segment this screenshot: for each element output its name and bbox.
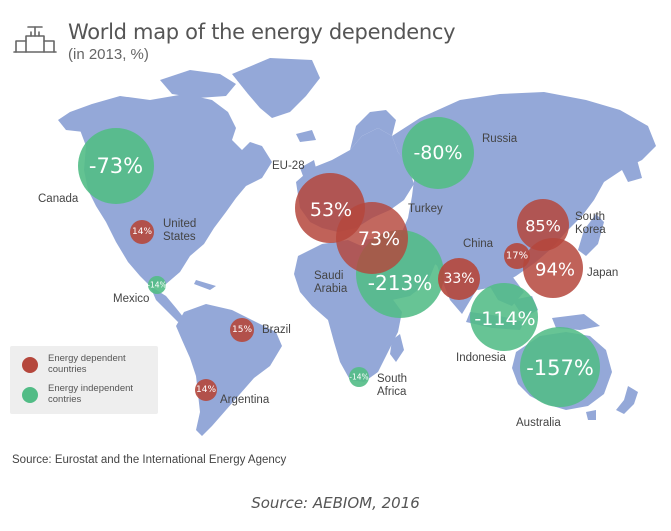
country-label-eu-28: EU-28 — [272, 160, 305, 172]
country-label-china: China — [463, 238, 494, 250]
country-label-arabia: Arabia — [314, 283, 348, 296]
source-note: Source: Eurostat and the International E… — [12, 454, 287, 466]
country-label-saudi-arabia: Saudi Arabia — [314, 270, 347, 296]
page-subtitle: (in 2013, %) — [68, 46, 149, 63]
landmass-iceland — [296, 130, 316, 142]
bubble-brazil[interactable] — [230, 318, 254, 342]
landmass-tasmania — [586, 410, 596, 420]
value-indonesia: -114% — [474, 308, 536, 330]
country-label-united: United — [163, 218, 197, 230]
bubble-south-korea[interactable] — [517, 199, 569, 251]
bubble-indonesia[interactable] — [470, 283, 538, 351]
header: World map of the energy dependency (in 2… — [0, 0, 671, 70]
value-south-korea: 85% — [525, 216, 561, 236]
country-label-korea: Korea — [575, 224, 606, 237]
country-label-africa: Africa — [377, 386, 407, 399]
landmass-new-zealand — [616, 386, 638, 414]
country-label-brazil: Brazil — [262, 324, 291, 336]
value-brazil: 15% — [231, 325, 253, 335]
country-label-united-states: United States — [163, 218, 196, 244]
landmass-scandinavia — [350, 110, 396, 150]
value-turkey: 73% — [357, 228, 401, 250]
landmass-new-guinea — [552, 314, 600, 330]
bubble-mexico[interactable] — [148, 276, 166, 294]
bubble-japan[interactable] — [523, 238, 583, 298]
legend-independent-label: Energy independent contries — [48, 383, 134, 405]
country-label-russia: Russia — [482, 133, 518, 145]
legend-dependent-dot — [22, 357, 38, 373]
bubble-argentina[interactable] — [195, 379, 217, 401]
bubble-taiwan[interactable] — [504, 243, 530, 269]
value-united-states: 14% — [131, 227, 153, 237]
country-label-japan: Japan — [587, 267, 619, 279]
country-label-south-k: South — [575, 211, 606, 223]
country-label-mexico: Mexico — [113, 293, 150, 305]
landmass-caribbean — [194, 280, 216, 290]
country-label-turkey: Turkey — [408, 203, 443, 215]
value-china: 33% — [443, 271, 475, 287]
value-japan: 94% — [534, 259, 576, 281]
country-label-argentina: Argentina — [220, 394, 270, 406]
landmass-japan — [578, 214, 604, 256]
country-label-south: South — [377, 373, 408, 385]
bubble-russia[interactable] — [402, 117, 474, 189]
bubble-turkey[interactable] — [336, 202, 408, 274]
value-mexico: -14% — [147, 280, 167, 290]
value-eu-28: 53% — [309, 199, 353, 221]
legend-dependent-label: Energy dependent countries — [48, 353, 126, 375]
page-title: World map of the energy dependency — [68, 20, 456, 44]
gas-pipeline-valve-icon — [13, 26, 57, 53]
landmass-madagascar — [390, 334, 404, 362]
legend-independent-dot — [22, 387, 38, 403]
value-australia: -157% — [526, 356, 594, 380]
country-label-indonesia: Indonesia — [456, 352, 506, 364]
country-label-states: States — [163, 231, 196, 244]
value-russia: -80% — [413, 142, 463, 164]
value-saudi-arabia: -213% — [367, 271, 433, 295]
bubble-south-africa[interactable] — [349, 367, 369, 387]
bubble-united-states[interactable] — [130, 220, 154, 244]
country-label-south-korea: South Korea — [575, 211, 606, 237]
value-taiwan: 17% — [505, 250, 529, 262]
bubble-australia[interactable] — [520, 327, 600, 407]
legend: Energy dependent countries Energy indepe… — [10, 346, 158, 414]
bubble-china[interactable] — [438, 258, 480, 300]
landmass-arctic-islands — [160, 70, 236, 98]
value-canada: -73% — [88, 154, 144, 178]
country-label-australia: Australia — [516, 417, 561, 429]
landmass-greenland — [232, 58, 320, 118]
source-credit: Source: AEBIOM, 2016 — [251, 494, 420, 512]
landmass-south-america — [176, 304, 282, 436]
bubble-canada[interactable] — [78, 128, 154, 204]
value-south-africa: -14% — [349, 372, 369, 382]
landmass-central-america — [150, 286, 184, 322]
country-label-saudi: Saudi — [314, 270, 344, 282]
bubble-layer — [78, 117, 600, 407]
country-label-south-africa: South Africa — [377, 373, 407, 399]
value-argentina: 14% — [195, 385, 217, 395]
landmass-kamchatka — [620, 150, 642, 182]
landmass-alaska — [58, 104, 96, 132]
country-label-canada: Canada — [38, 193, 79, 205]
